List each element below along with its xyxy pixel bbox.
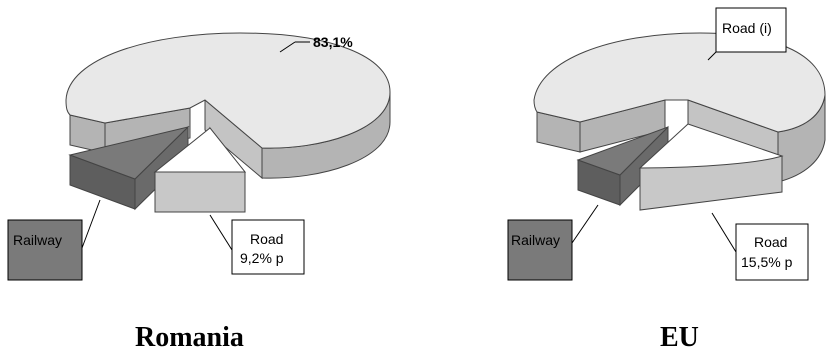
romania-road-label: Road (250, 231, 283, 247)
romania-big-slice-top (65, 32, 391, 149)
romania-road-label-box (231, 219, 305, 275)
romania-railway-leader (81, 199, 101, 249)
eu-road-label-box (735, 223, 809, 281)
eu-railway-label-box (507, 219, 573, 281)
romania-road-value: 9,2% p (240, 250, 284, 266)
eu-big-slice-label: Road (i) (722, 20, 772, 36)
eu-road-label: Road (754, 234, 787, 250)
eu-pie (533, 32, 826, 211)
eu-big-slice-top (533, 32, 826, 133)
eu-railway-label: Railway (511, 232, 560, 248)
eu-title: EU (660, 322, 699, 349)
romania-road-slice-side (154, 171, 246, 213)
romania-railway-label-box (7, 219, 83, 281)
romania-road-leader (209, 214, 233, 251)
eu-railway-slice-top (576, 126, 669, 176)
romania-title: Romania (135, 322, 244, 349)
eu-railway-leader (571, 204, 599, 244)
romania-road-slice-top (153, 127, 247, 173)
romania-pie (65, 32, 391, 213)
eu-big-slice-leader (707, 51, 717, 61)
eu-road-slice-top (638, 123, 784, 169)
eu-road-leader (711, 212, 737, 253)
romania-railway-slice-top (68, 126, 190, 180)
romania-big-slice-label: 83,1% (313, 34, 353, 50)
eu-big-slice-label-box (715, 7, 787, 53)
romania-big-slice-leader (279, 41, 296, 53)
eu-road-value: 15,5% p (741, 254, 793, 270)
romania-railway-label: Railway (13, 232, 62, 248)
